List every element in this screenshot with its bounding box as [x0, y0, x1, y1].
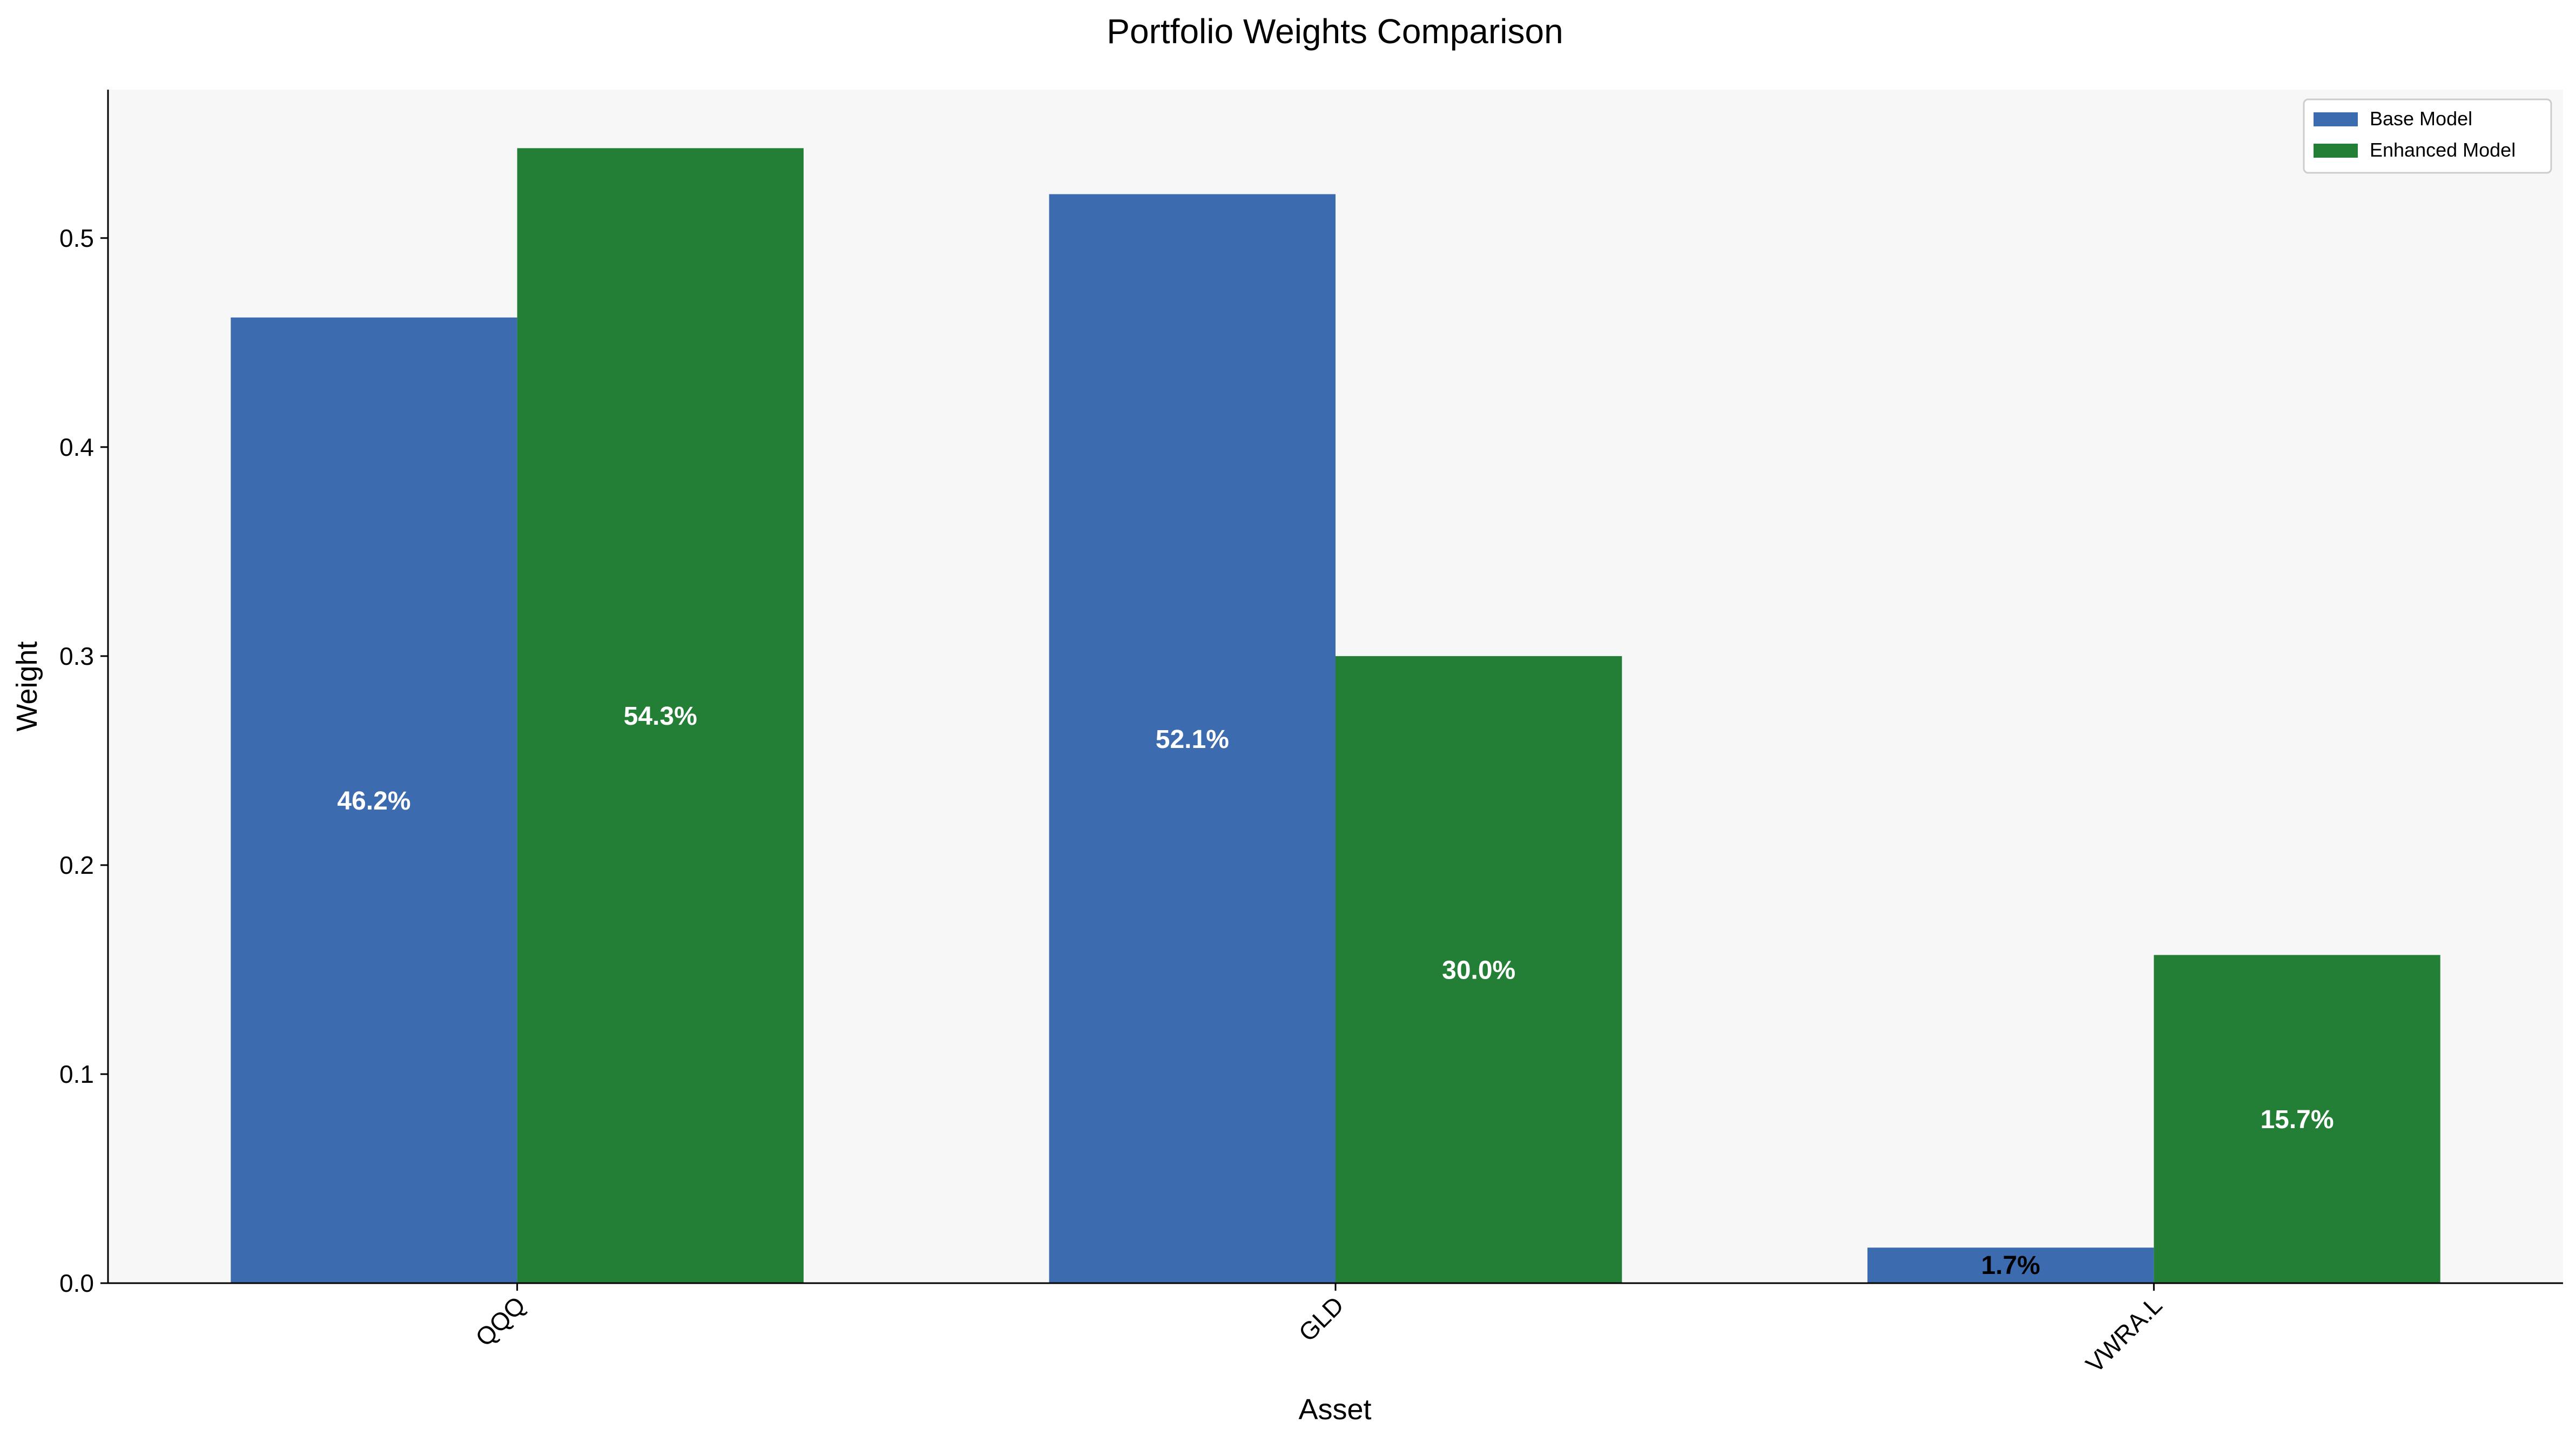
bars	[231, 148, 2440, 1283]
legend-swatch	[2314, 112, 2358, 126]
x-axis-label: Asset	[1298, 1393, 1371, 1426]
bar-base-vwral	[1867, 1248, 2154, 1283]
bar-labels: 46.2% 52.1% 1.7% 54.3% 30.0% 15.7%	[337, 702, 2334, 1280]
bar-value-label: 15.7%	[2260, 1105, 2334, 1134]
y-tick-label: 0.4	[59, 433, 94, 461]
axes	[107, 90, 2563, 1284]
bar-value-label: 1.7%	[1981, 1251, 2040, 1280]
bar-enhanced-gld	[1336, 656, 1622, 1283]
bar-base-gld	[1049, 194, 1336, 1283]
y-axis-ticks: 0.0 0.1 0.2 0.3 0.4 0.5	[59, 224, 108, 1297]
legend-box	[2303, 98, 2552, 174]
bar-value-label: 54.3%	[624, 702, 697, 731]
bar-enhanced-qqq	[517, 148, 804, 1283]
bar-value-label: 52.1%	[1156, 725, 1229, 754]
y-tick-label: 0.3	[59, 642, 94, 670]
y-tick-label: 0.5	[59, 224, 94, 252]
bar-enhanced-vwral	[2154, 955, 2440, 1283]
legend-label: Enhanced Model	[2370, 139, 2516, 161]
y-tick-label: 0.2	[59, 851, 94, 879]
legend: Base Model Enhanced Model	[2303, 98, 2552, 174]
legend-label: Base Model	[2370, 107, 2472, 130]
y-tick-label: 0.0	[59, 1269, 94, 1297]
bar-base-qqq	[231, 317, 517, 1283]
bar-value-label: 30.0%	[1442, 956, 1515, 985]
chart-title: Portfolio Weights Comparison	[1107, 12, 1563, 51]
legend-swatch	[2314, 144, 2358, 158]
bar-value-label: 46.2%	[337, 787, 410, 815]
y-tick-label: 0.1	[59, 1060, 94, 1088]
y-axis-label: Weight	[11, 641, 43, 731]
